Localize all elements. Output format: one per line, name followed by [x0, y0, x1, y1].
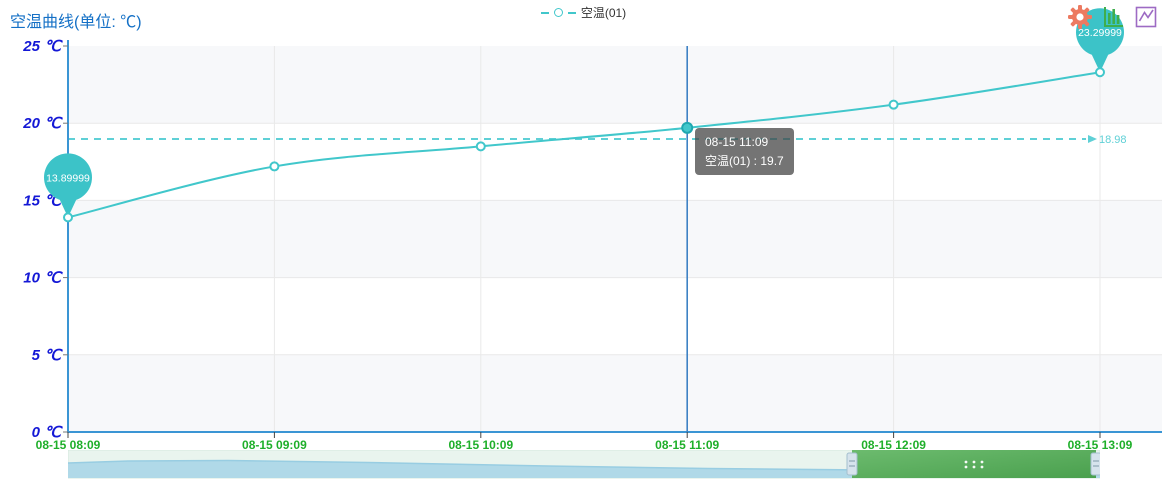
x-axis-label: 08-15 13:09 [1068, 438, 1133, 450]
y-axis-label: 10 ℃ [23, 270, 63, 287]
data-point[interactable] [1096, 68, 1104, 76]
data-point[interactable] [64, 213, 72, 221]
x-axis-label: 08-15 12:09 [861, 438, 926, 450]
chart-window: { "title": "空温曲线(单位: ℃)", "legend": { "l… [0, 0, 1167, 480]
grip-dots-icon [981, 461, 984, 464]
grip-dots-icon [981, 466, 984, 469]
datazoom-selected-range[interactable] [852, 450, 1096, 478]
data-point[interactable] [890, 101, 898, 109]
datazoom-handle-left[interactable] [847, 453, 857, 475]
x-axis-label: 08-15 11:09 [655, 438, 719, 450]
pin-label: 13.89999 [46, 172, 90, 184]
bar-chart-icon[interactable] [1100, 4, 1126, 30]
data-point[interactable] [270, 162, 278, 170]
x-axis-label: 08-15 08:09 [36, 438, 101, 450]
y-axis-label: 25 ℃ [22, 38, 63, 55]
chart-canvas[interactable]: 18.980 ℃5 ℃10 ℃15 ℃20 ℃25 ℃08-15 08:0908… [0, 0, 1167, 450]
gear-icon[interactable] [1067, 4, 1093, 30]
grip-dots-icon [965, 461, 968, 464]
datazoom-handle-right[interactable] [1091, 453, 1100, 475]
grip-dots-icon [965, 466, 968, 469]
grip-dots-icon [973, 461, 976, 464]
y-axis-label: 20 ℃ [22, 115, 63, 132]
x-axis-label: 08-15 09:09 [242, 438, 307, 450]
datazoom-slider[interactable] [68, 450, 1100, 479]
y-axis-label: 5 ℃ [32, 347, 64, 364]
line-chart-icon[interactable] [1133, 4, 1159, 30]
x-axis-label: 08-15 10:09 [448, 438, 513, 450]
grip-dots-icon [973, 466, 976, 469]
mean-line-label: 18.98 [1099, 134, 1127, 146]
data-point-highlight[interactable] [682, 123, 692, 133]
toolbar [1067, 4, 1159, 30]
data-point[interactable] [477, 142, 485, 150]
